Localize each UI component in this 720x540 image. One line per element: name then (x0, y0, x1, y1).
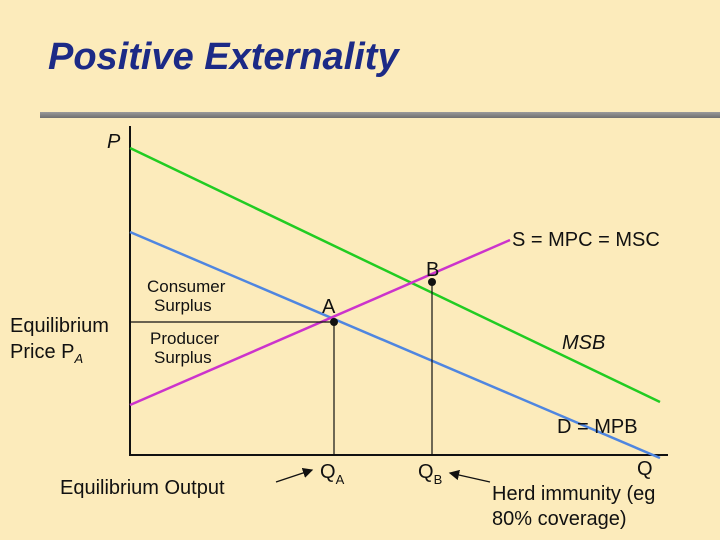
demand-curve (129, 230, 661, 460)
qa-label: QA (320, 461, 345, 487)
output-arrow (275, 467, 314, 483)
slide-title: Positive Externality (48, 36, 399, 78)
point-b-label: B (426, 259, 439, 281)
herd-arrow (448, 469, 491, 483)
qb-label: QB (418, 461, 442, 487)
equilibrium-output-label: Equilibrium Output (60, 477, 225, 499)
x-axis-label: Q (637, 458, 653, 480)
equilibrium-price-label: Equilibrium Price PA (10, 315, 115, 366)
herd-immunity-note: Herd immunity (eg 80% coverage) (492, 483, 661, 530)
title-divider (40, 112, 720, 118)
point-b-marker (428, 278, 436, 286)
point-a-label: A (322, 296, 336, 318)
consumer-surplus-label: Consumer Surplus (147, 277, 230, 315)
producer-surplus-label: Producer Surplus (150, 329, 224, 367)
demand-curve-label: D = MPB (557, 416, 638, 438)
y-axis-label: P (107, 131, 121, 153)
supply-curve-label: S = MPC = MSC (512, 229, 660, 251)
msb-curve-label: MSB (562, 332, 605, 354)
point-a-marker (330, 318, 338, 326)
msb-curve (129, 146, 661, 404)
